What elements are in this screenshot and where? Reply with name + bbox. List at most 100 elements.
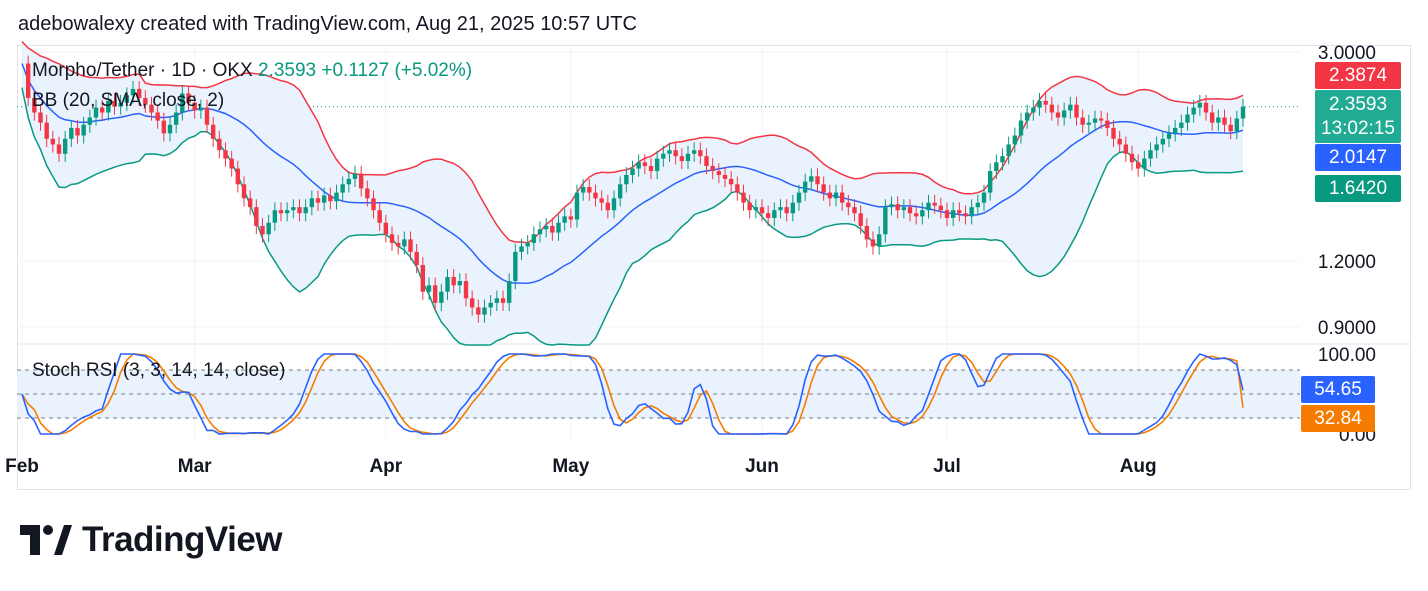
candle-body [574,192,580,220]
candle-body [1123,144,1129,154]
candle [642,154,648,175]
candle-body [673,150,678,157]
candle-body [790,202,796,214]
candle [143,90,148,113]
candle [519,238,524,261]
candle-body [661,153,666,159]
candle [1142,150,1147,177]
candle [303,199,308,222]
candle [297,199,302,222]
candle [704,148,709,175]
candle-body [605,202,611,211]
tradingview-logo[interactable]: TradingView [20,518,283,562]
chart-legend: Morpho/Tether · 1D · OKX 2.3593 +0.1127 … [32,60,472,82]
candle-body [414,251,419,266]
candle-body [463,281,469,299]
candle-body [87,117,93,125]
candle [944,202,950,227]
candle-body [747,202,752,211]
candle [883,199,888,243]
candle [963,205,968,225]
candle-body [1055,112,1061,118]
candle-body [198,107,204,111]
candle [636,154,641,177]
candle [765,205,771,227]
candle [920,202,925,225]
candle [469,290,475,316]
attribution-text: adebowalexy created with TradingView.com… [18,13,637,35]
candle [543,218,549,238]
candle [192,94,197,119]
candle-body [217,138,222,151]
candle [112,93,117,115]
candle [457,273,463,294]
candle [969,199,974,225]
candle-body [260,225,265,235]
candle-body [883,207,888,235]
candle-body [383,222,389,235]
candle [537,221,543,243]
candle [309,190,315,216]
candle [815,168,820,193]
candle-body [420,265,426,292]
candle [728,171,734,193]
candle [574,184,580,228]
candle-body [1068,104,1073,111]
candle-body [913,213,919,217]
candle-body [69,127,74,139]
candle-body [617,184,623,199]
candle-body [1098,118,1104,121]
candle-body [1037,100,1042,108]
candle-body [525,242,530,247]
candle [482,299,487,323]
candle-body [957,210,962,214]
candle-body [827,192,833,199]
candle-body [1086,122,1092,125]
candle [155,104,160,129]
candle-body [38,112,43,123]
candle [1024,104,1030,129]
candle [1123,136,1129,162]
candle [402,231,407,255]
candle-body [136,88,142,99]
candle [525,235,530,255]
candle-body [1191,107,1196,115]
candle [605,194,611,219]
candle [513,243,518,290]
stoch-rsi-pane [17,353,1300,435]
time-tick-label: Jun [745,456,779,477]
candle-body [81,124,86,136]
candle-body [759,207,765,214]
candle [1240,98,1246,127]
chart-frame[interactable] [17,45,1411,490]
candle [124,87,130,111]
candle-body [494,298,500,303]
candle [44,114,49,147]
candle-body [858,213,863,226]
candle-body [1160,138,1166,145]
candle [1111,120,1116,147]
candle [506,273,512,311]
candle-body [728,178,734,185]
candle [846,194,851,216]
candle [389,226,395,252]
candle-body [229,158,234,169]
candle [876,226,882,255]
candle [1055,104,1061,126]
candle-body [938,205,944,211]
candle-body [944,210,950,218]
candle [759,199,765,222]
candle-body [599,198,604,203]
candle-body [291,207,296,211]
candle-body [531,234,537,243]
candle-body [667,150,672,154]
candle-body [765,213,771,218]
candle-body [1049,104,1055,113]
stoch-k-line [21,353,1244,435]
candle-body [1129,153,1135,163]
candle [1006,136,1011,165]
candle-body [1142,158,1147,169]
candle-body [839,192,845,203]
candle-body [624,174,629,185]
